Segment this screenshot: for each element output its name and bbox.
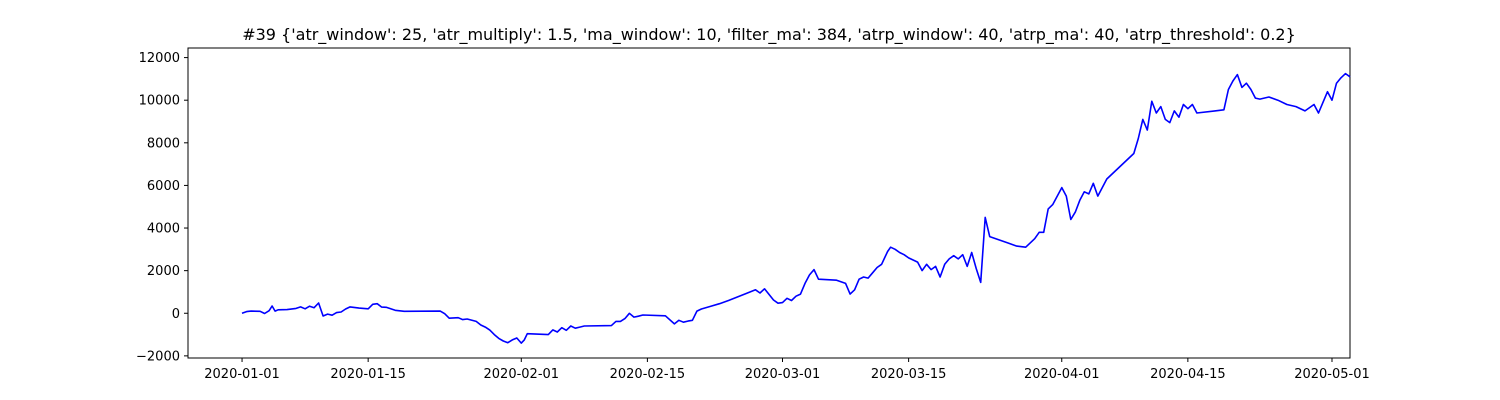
chart-title: #39 {'atr_window': 25, 'atr_multiply': 1… <box>242 25 1296 45</box>
series-line <box>241 72 1351 344</box>
series-layer <box>241 72 1351 344</box>
y-tick-label: 0 <box>172 307 180 322</box>
x-tick-label: 2020-04-01 <box>1024 367 1100 382</box>
y-tick-label: 6000 <box>147 179 180 194</box>
x-tick-label: 2020-04-15 <box>1150 367 1226 382</box>
x-tick-label: 2020-02-15 <box>610 367 686 382</box>
y-axis: −2000 0 2000 4000 6000 8000 10000 12000 <box>136 51 188 364</box>
y-tick-label: −2000 <box>136 349 180 364</box>
y-tick-label: 12000 <box>139 51 180 66</box>
y-tick-label: 2000 <box>147 264 180 279</box>
y-tick-label: 8000 <box>147 136 180 151</box>
plot-area <box>187 47 1351 359</box>
x-tick-label: 2020-01-01 <box>204 367 280 382</box>
x-axis: 2020-01-01 2020-01-15 2020-02-01 2020-02-15… <box>204 358 1370 382</box>
y-tick-label: 4000 <box>147 222 180 237</box>
y-tick-label: 10000 <box>139 94 180 109</box>
x-tick-label: 2020-03-15 <box>871 367 947 382</box>
x-tick-label: 2020-03-01 <box>745 367 821 382</box>
x-tick-label: 2020-01-15 <box>330 367 406 382</box>
x-tick-label: 2020-05-01 <box>1294 367 1370 382</box>
plot-frame <box>187 47 1351 359</box>
x-tick-label: 2020-02-01 <box>484 367 560 382</box>
